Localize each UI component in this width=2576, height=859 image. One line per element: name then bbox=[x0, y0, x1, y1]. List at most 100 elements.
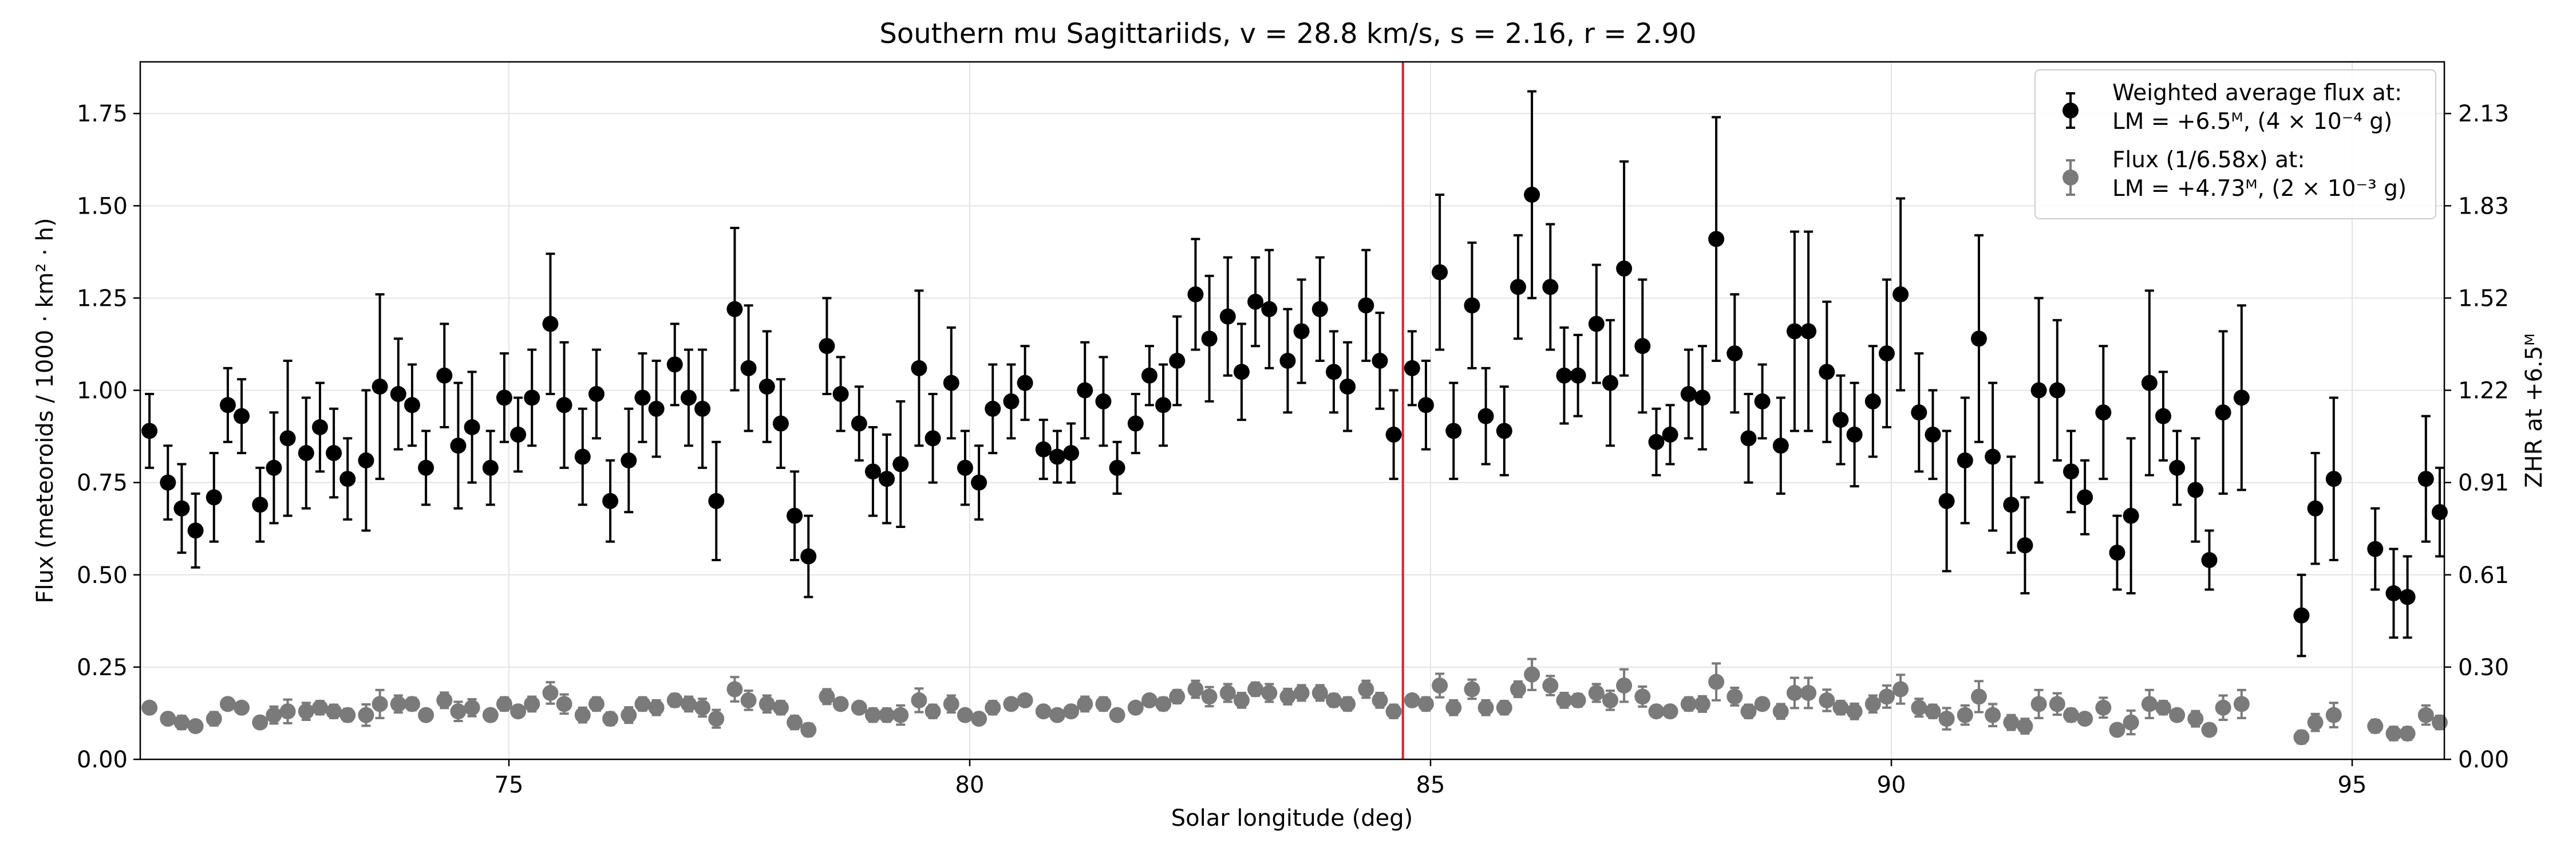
series-1 bbox=[141, 657, 2448, 746]
data-point-s0-109 bbox=[1819, 364, 1835, 380]
data-point-s1-77 bbox=[1325, 692, 1342, 708]
data-point-s0-132 bbox=[2169, 459, 2186, 476]
data-point-s1-40 bbox=[758, 696, 775, 712]
data-point-s1-4 bbox=[206, 711, 222, 727]
y-axis-label: Flux (meteoroids / 1000 · km² · h) bbox=[32, 218, 58, 603]
data-point-s1-28 bbox=[574, 707, 591, 723]
data-point-s1-131 bbox=[2155, 699, 2171, 716]
data-point-s0-131 bbox=[2155, 408, 2171, 424]
data-point-s0-63 bbox=[1109, 459, 1125, 476]
data-point-s1-36 bbox=[694, 699, 711, 716]
data-point-s1-126 bbox=[2077, 711, 2093, 727]
data-point-s1-55 bbox=[985, 699, 1001, 716]
data-point-s1-128 bbox=[2109, 722, 2125, 738]
data-point-s0-66 bbox=[1155, 397, 1172, 413]
data-point-s1-95 bbox=[1602, 692, 1618, 708]
data-point-s0-128 bbox=[2109, 545, 2125, 561]
data-point-s1-90 bbox=[1524, 666, 1540, 683]
data-point-s0-138 bbox=[2307, 500, 2324, 517]
data-point-s1-50 bbox=[911, 692, 927, 708]
data-point-s0-108 bbox=[1800, 323, 1817, 340]
data-point-s1-142 bbox=[2399, 725, 2416, 742]
data-point-s0-121 bbox=[2003, 497, 2020, 513]
data-point-s0-83 bbox=[1417, 397, 1434, 413]
data-point-s1-135 bbox=[2215, 699, 2231, 716]
data-point-s0-30 bbox=[602, 492, 619, 509]
x-tick-label-1: 80 bbox=[955, 772, 985, 798]
data-point-s1-71 bbox=[1233, 692, 1250, 708]
data-point-s0-74 bbox=[1279, 353, 1296, 369]
data-point-s0-79 bbox=[1358, 297, 1374, 314]
data-point-s1-110 bbox=[1832, 699, 1849, 716]
data-point-s0-120 bbox=[1985, 448, 2001, 465]
data-point-s0-89 bbox=[1510, 279, 1526, 295]
data-point-s0-125 bbox=[2063, 463, 2079, 480]
data-point-s0-115 bbox=[1911, 404, 1927, 421]
data-point-s0-107 bbox=[1786, 323, 1803, 340]
data-point-s0-65 bbox=[1141, 367, 1157, 384]
data-point-s0-117 bbox=[1938, 492, 1955, 509]
data-point-s1-38 bbox=[726, 681, 743, 698]
data-point-s1-34 bbox=[666, 692, 683, 708]
data-point-s1-79 bbox=[1358, 681, 1374, 698]
data-point-s0-137 bbox=[2293, 607, 2310, 624]
data-point-s1-11 bbox=[311, 699, 328, 716]
data-point-s1-76 bbox=[1311, 685, 1328, 701]
data-point-s0-55 bbox=[985, 400, 1001, 417]
y2-tick-label-5: 1.52 bbox=[2458, 285, 2509, 312]
data-point-s1-122 bbox=[2017, 718, 2033, 734]
data-point-s1-75 bbox=[1293, 685, 1310, 701]
data-point-s0-22 bbox=[482, 459, 499, 476]
y2-axis-label: ZHR at +6.5ᴹ bbox=[2521, 333, 2547, 488]
data-point-s1-68 bbox=[1187, 681, 1204, 698]
data-point-s0-12 bbox=[326, 445, 342, 462]
data-point-s0-72 bbox=[1247, 293, 1264, 310]
data-point-s0-98 bbox=[1648, 434, 1665, 450]
data-point-s0-126 bbox=[2077, 489, 2093, 506]
data-point-s1-43 bbox=[800, 722, 817, 738]
data-point-s1-35 bbox=[680, 696, 697, 712]
data-point-s1-12 bbox=[326, 703, 342, 720]
data-point-s1-117 bbox=[1938, 711, 1955, 727]
data-point-s0-96 bbox=[1616, 260, 1633, 277]
data-point-s0-1 bbox=[160, 474, 176, 491]
data-point-s0-27 bbox=[556, 397, 572, 413]
data-point-s0-5 bbox=[219, 397, 236, 413]
data-point-s0-45 bbox=[832, 386, 849, 402]
data-point-s1-0 bbox=[141, 699, 158, 716]
data-point-s0-70 bbox=[1219, 308, 1236, 325]
data-point-s0-31 bbox=[621, 452, 637, 468]
data-point-s0-13 bbox=[339, 471, 356, 487]
data-point-s1-52 bbox=[943, 696, 959, 712]
data-point-s1-99 bbox=[1662, 703, 1678, 720]
data-point-s1-144 bbox=[2431, 714, 2448, 731]
y-tick-label-5: 1.25 bbox=[77, 285, 128, 312]
data-point-s0-102 bbox=[1708, 231, 1725, 247]
data-point-s0-56 bbox=[1003, 393, 1020, 409]
data-point-s1-65 bbox=[1141, 692, 1157, 708]
legend-box bbox=[2034, 69, 2436, 219]
data-point-s1-37 bbox=[708, 711, 725, 727]
data-point-s1-101 bbox=[1694, 696, 1710, 712]
data-point-s1-22 bbox=[482, 707, 499, 723]
data-point-s0-77 bbox=[1325, 364, 1342, 380]
data-point-s1-39 bbox=[740, 692, 757, 708]
data-point-s1-23 bbox=[496, 696, 512, 712]
data-point-s1-114 bbox=[1893, 681, 1909, 698]
data-point-s0-58 bbox=[1035, 441, 1052, 458]
data-point-s0-134 bbox=[2201, 552, 2218, 568]
data-point-s1-107 bbox=[1786, 685, 1803, 701]
data-point-s1-69 bbox=[1201, 688, 1218, 705]
data-point-s1-143 bbox=[2417, 707, 2434, 723]
data-point-s0-82 bbox=[1404, 360, 1420, 376]
data-point-s0-0 bbox=[141, 423, 158, 439]
data-point-s0-7 bbox=[252, 497, 268, 513]
data-point-s1-112 bbox=[1864, 696, 1881, 712]
series-layer bbox=[141, 90, 2448, 746]
y-tick-label-4: 1.00 bbox=[77, 378, 128, 404]
data-point-s1-98 bbox=[1648, 703, 1665, 720]
data-point-s0-113 bbox=[1878, 345, 1895, 362]
data-point-s1-63 bbox=[1109, 707, 1125, 723]
x-tick-label-0: 75 bbox=[495, 772, 524, 798]
data-point-s1-87 bbox=[1477, 699, 1494, 716]
